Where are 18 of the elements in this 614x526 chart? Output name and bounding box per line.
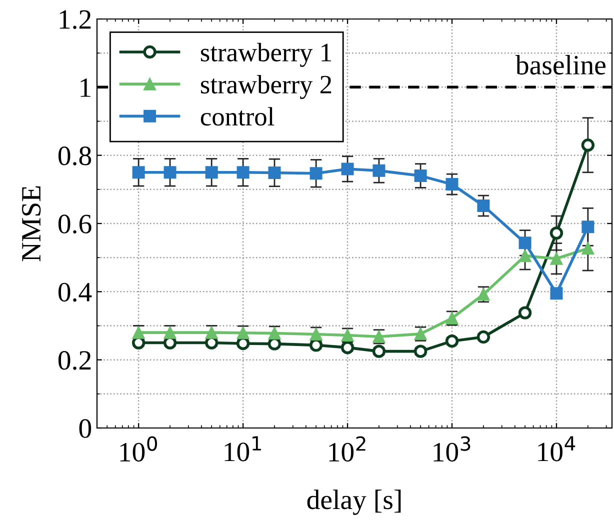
- y-tick-label: 0: [79, 419, 92, 438]
- y-tick-label: 0.6: [58, 214, 92, 234]
- y-tick-label: 0.4: [58, 282, 92, 302]
- y-tick-label: 1: [80, 78, 90, 97]
- y-tick-label: 1.2: [60, 10, 91, 30]
- x-tick-label: 10$^{2}$: [329, 436, 366, 462]
- y-axis-title: NMSE: [22, 186, 41, 262]
- y-tick-label: 0.8: [58, 146, 92, 166]
- x-tick-label: 10$^{0}$: [120, 436, 158, 462]
- ref-line-label: baseline: [515, 55, 606, 75]
- legend-label: strawberry 1: [201, 42, 331, 67]
- legend-label: control: [200, 107, 274, 126]
- x-axis-title: delay [s]: [307, 490, 401, 515]
- y-tick-label: 0.2: [58, 351, 91, 370]
- legend-label: strawberry 2: [201, 74, 332, 99]
- x-tick-label: 10$^{1}$: [224, 436, 261, 462]
- x-tick-label: 10$^{3}$: [434, 436, 470, 462]
- x-tick-label: 10$^{4}$: [538, 436, 576, 462]
